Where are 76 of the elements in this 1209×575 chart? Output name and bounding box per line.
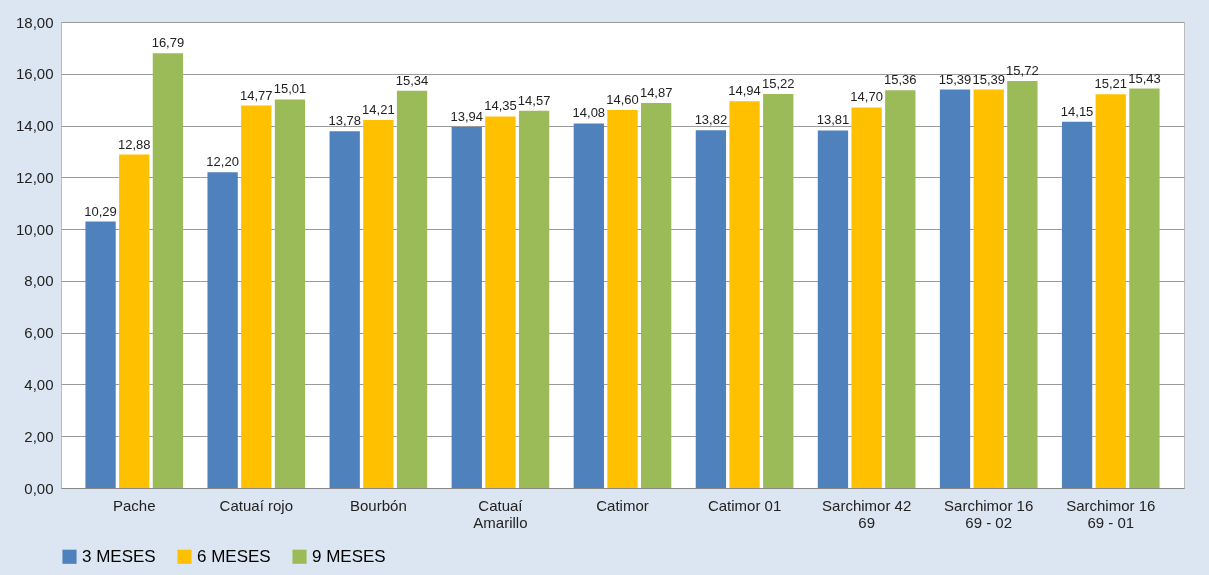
y-tick-label: 4,00 bbox=[24, 375, 54, 393]
bar bbox=[729, 101, 760, 488]
x-tick-label: Catuaí Amarillo bbox=[473, 496, 528, 531]
bar bbox=[518, 110, 550, 488]
bar bbox=[85, 221, 116, 488]
data-label: 12,88 bbox=[117, 136, 151, 152]
data-label: 15,39 bbox=[938, 71, 972, 87]
y-tick-label: 10,00 bbox=[15, 220, 54, 238]
data-label: 14,87 bbox=[639, 85, 673, 101]
bar bbox=[363, 120, 394, 488]
x-tick-label: Pache bbox=[112, 496, 156, 514]
bar bbox=[1095, 94, 1126, 488]
bar bbox=[817, 130, 849, 488]
data-label: 14,35 bbox=[484, 98, 517, 114]
data-label: 10,29 bbox=[84, 203, 117, 219]
bar bbox=[451, 127, 482, 488]
y-tick-label: 8,00 bbox=[24, 272, 54, 290]
bar bbox=[1061, 121, 1093, 488]
data-label: 14,08 bbox=[572, 105, 606, 121]
data-label: 14,60 bbox=[606, 92, 639, 108]
data-label: 14,15 bbox=[1060, 103, 1094, 119]
bar bbox=[1129, 88, 1160, 488]
data-label: 14,70 bbox=[850, 89, 883, 105]
data-label: 13,82 bbox=[694, 112, 728, 128]
bar bbox=[695, 130, 727, 488]
data-label: 15,22 bbox=[761, 75, 795, 91]
y-tick-label: 18,00 bbox=[15, 13, 54, 31]
bar bbox=[152, 53, 184, 488]
bar bbox=[119, 154, 150, 488]
y-tick-label: 16,00 bbox=[15, 65, 54, 83]
y-tick-label: 0,00 bbox=[24, 479, 54, 497]
data-label: 14,77 bbox=[240, 87, 273, 103]
data-label: 13,78 bbox=[328, 113, 361, 129]
bar bbox=[973, 89, 1004, 488]
data-label: 15,72 bbox=[1006, 63, 1039, 79]
bar bbox=[1007, 81, 1038, 488]
x-tick-label: Catimor bbox=[596, 496, 649, 514]
x-tick-label: Catimor 01 bbox=[707, 496, 782, 514]
bar bbox=[573, 123, 604, 488]
bar bbox=[885, 90, 916, 488]
data-label: 15,34 bbox=[395, 72, 429, 88]
data-label: 13,94 bbox=[450, 109, 484, 125]
legend-label: 9 MESES bbox=[312, 546, 386, 566]
data-label: 15,36 bbox=[884, 72, 917, 88]
bar bbox=[485, 116, 516, 488]
bar bbox=[763, 93, 794, 488]
data-label: 15,39 bbox=[972, 71, 1005, 87]
y-tick-label: 6,00 bbox=[24, 324, 54, 342]
x-tick-label: Sarchimor 16 69 - 01 bbox=[1066, 496, 1156, 531]
bar bbox=[274, 99, 306, 488]
y-tick-label: 2,00 bbox=[24, 427, 54, 445]
bar bbox=[939, 89, 971, 488]
x-tick-label: Catuaí rojo bbox=[219, 496, 293, 514]
bar bbox=[241, 105, 272, 488]
data-label: 14,94 bbox=[728, 83, 761, 99]
data-label: 12,20 bbox=[206, 154, 239, 170]
bar bbox=[607, 110, 638, 488]
bar bbox=[851, 107, 882, 488]
y-tick-label: 12,00 bbox=[15, 168, 54, 186]
x-tick-label: Bourbón bbox=[350, 496, 407, 514]
data-label: 14,57 bbox=[517, 92, 551, 108]
data-label: 15,01 bbox=[273, 81, 307, 97]
bar bbox=[641, 103, 672, 488]
x-tick-label: Sarchimor 16 69 - 02 bbox=[944, 496, 1034, 531]
bar bbox=[207, 172, 238, 488]
bar bbox=[396, 90, 428, 488]
data-label: 15,43 bbox=[1128, 70, 1161, 86]
bar bbox=[329, 131, 360, 488]
y-tick-label: 14,00 bbox=[15, 117, 54, 135]
legend-label: 6 MESES bbox=[197, 546, 271, 566]
data-label: 13,81 bbox=[816, 112, 850, 128]
x-tick-label: Sarchimor 42 69 bbox=[822, 496, 912, 531]
data-label: 14,21 bbox=[362, 102, 395, 118]
data-label: 16,79 bbox=[151, 35, 185, 51]
data-label: 15,21 bbox=[1094, 76, 1128, 92]
legend-label: 3 MESES bbox=[82, 546, 156, 566]
